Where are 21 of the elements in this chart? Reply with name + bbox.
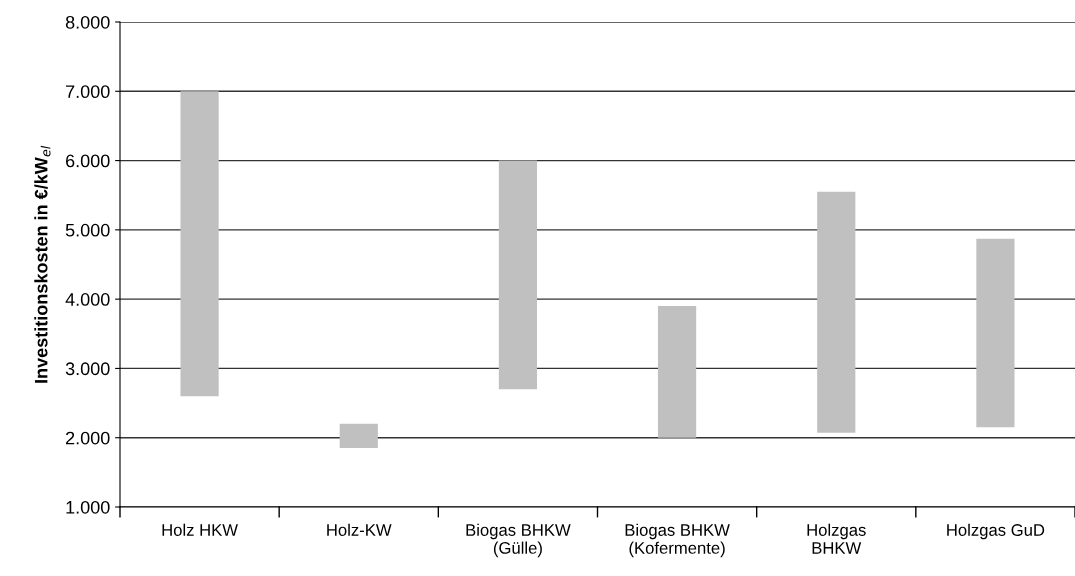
x-tick-label: Holz HKW xyxy=(162,523,238,536)
x-tick-label: Holzgas GuD xyxy=(947,523,1045,540)
x-tick-label: Biogas BHKW (Gülle) xyxy=(466,523,571,558)
y-tick-label: 3.000 xyxy=(65,362,110,376)
y-tick-label: 2.000 xyxy=(66,431,110,445)
bar xyxy=(339,423,378,449)
y-tick-label: 1.000 xyxy=(66,500,110,514)
y-tick-label: 7.000 xyxy=(66,85,110,99)
x-tick-label: Biogas BHKW (Kofermente) xyxy=(625,523,730,558)
x-tick-label: Holzgas BHKW xyxy=(807,523,866,554)
y-tick-label: 8.000 xyxy=(65,15,110,29)
bar xyxy=(817,191,856,433)
bar xyxy=(657,306,697,438)
y-tick-label: 4.000 xyxy=(65,293,110,306)
bar xyxy=(180,91,219,397)
y-axis-title: Investitionskosten in €/kW$_{el}$ xyxy=(34,145,51,383)
x-tick-label: Holz-KW xyxy=(327,523,392,536)
bar xyxy=(976,238,1015,428)
y-tick-label: 5.000 xyxy=(65,223,110,237)
bar xyxy=(498,160,538,390)
y-tick-label: 6.000 xyxy=(66,154,110,168)
